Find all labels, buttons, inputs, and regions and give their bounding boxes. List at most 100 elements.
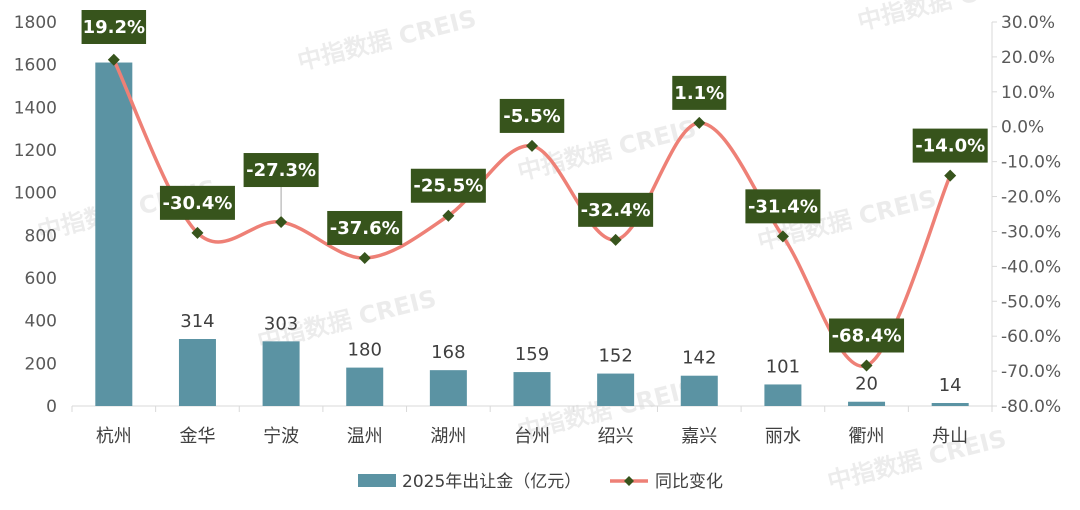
yoy-label: 19.2% xyxy=(81,10,147,44)
yoy-label-box xyxy=(829,318,905,353)
yoy-label-box xyxy=(410,168,486,203)
y-right-tick-label: -70.0% xyxy=(1001,362,1061,382)
y-right-tick-label: -50.0% xyxy=(1001,292,1061,312)
yoy-marker xyxy=(191,226,204,239)
yoy-marker xyxy=(107,53,120,66)
yoy-label-box xyxy=(499,98,565,133)
yoy-line xyxy=(112,58,952,368)
yoy-label-box xyxy=(578,192,654,227)
yoy-label-box xyxy=(672,75,727,110)
yoy-label-text: -25.5% xyxy=(413,176,483,197)
bar-value-label: 152 xyxy=(598,346,632,367)
bar xyxy=(429,370,467,406)
yoy-label: -27.3% xyxy=(243,153,319,188)
yoy-label: -25.5% xyxy=(410,168,486,203)
y-right-tick-label: -40.0% xyxy=(1001,257,1061,277)
legend-item-bar: 2025年出让金（亿元） xyxy=(358,472,581,492)
yoy-marker xyxy=(776,230,789,243)
y-right-tick-label: 30.0% xyxy=(1001,13,1055,33)
bar-value-label: 303 xyxy=(264,313,298,334)
bar-value-label: 168 xyxy=(431,342,465,363)
legend-item-line: 同比变化 xyxy=(610,472,723,492)
x-category-label: 丽水 xyxy=(765,426,801,447)
yoy-label: 1.1% xyxy=(672,75,727,110)
yoy-label: -37.6% xyxy=(327,210,403,245)
legend-swatch-marker xyxy=(624,476,634,486)
bar-value-label: 314 xyxy=(180,311,214,332)
x-category-label: 杭州 xyxy=(96,426,132,447)
yoy-marker xyxy=(860,359,873,372)
legend-label-line: 同比变化 xyxy=(655,472,723,492)
bar xyxy=(597,373,635,406)
yoy-labels: 19.2% -30.4% -27.3% -37.6% -25.5% -5.5% -32.4%… xyxy=(81,10,988,353)
y-left-tick-label: 1400 xyxy=(14,98,57,118)
y-right-tick-label: -30.0% xyxy=(1001,222,1061,242)
x-category-label: 台州 xyxy=(514,426,550,447)
yoy-marker xyxy=(693,116,706,129)
x-axis-categories: 杭州 金华 宁波 温州 湖州 台州 绍兴 嘉兴 丽水 衢州 舟山 xyxy=(96,426,968,447)
bar xyxy=(764,384,802,406)
yoy-label: -32.4% xyxy=(578,192,654,227)
x-category-label: 宁波 xyxy=(263,426,299,447)
yoy-label: -14.0% xyxy=(912,128,988,163)
y-left-tick-label: 800 xyxy=(25,226,57,246)
bar xyxy=(513,372,551,406)
y-left-tick-label: 600 xyxy=(25,269,57,289)
yoy-label-box xyxy=(159,185,235,220)
y-left-tick-label: 1600 xyxy=(14,56,57,76)
bars xyxy=(95,62,969,407)
yoy-label-text: -5.5% xyxy=(503,106,560,127)
y-right-tick-label: -20.0% xyxy=(1001,188,1061,208)
x-category-label: 温州 xyxy=(347,426,383,447)
yoy-label-text: -68.4% xyxy=(832,326,902,347)
yoy-label-text: -30.4% xyxy=(162,193,232,214)
bar-value-labels: 314 303 180 168 159 152 142 101 20 14 xyxy=(180,311,961,396)
yoy-label-text: -27.3% xyxy=(246,160,316,181)
yoy-marker xyxy=(526,139,538,152)
bar xyxy=(848,401,886,406)
bar xyxy=(95,62,133,407)
y-left-tick-label: 400 xyxy=(25,312,57,332)
yoy-label-text: 1.1% xyxy=(674,83,724,104)
y-left-tick-label: 200 xyxy=(25,354,57,374)
y-right-tick-label: 10.0% xyxy=(1001,83,1055,103)
y-right-tick-label: 20.0% xyxy=(1001,48,1055,68)
yoy-marker xyxy=(442,209,455,222)
bar-value-label: 159 xyxy=(515,344,549,365)
x-category-label: 湖州 xyxy=(430,426,466,447)
bar xyxy=(262,341,300,406)
bar xyxy=(346,367,384,406)
bar-value-label: 180 xyxy=(348,340,382,361)
watermark-text: 中指数据 CREIS xyxy=(295,4,479,75)
yoy-marker xyxy=(944,169,957,182)
x-category-label: 金华 xyxy=(179,426,215,447)
yoy-label: -5.5% xyxy=(499,98,565,133)
x-category-label: 衢州 xyxy=(849,426,885,447)
yoy-label-box xyxy=(327,210,403,245)
y-axis-right: -80.0% -70.0% -60.0% -50.0% -40.0% -30.0% -20.… xyxy=(992,13,1061,417)
legend-label-bar: 2025年出让金（亿元） xyxy=(402,472,581,492)
bar-value-label: 14 xyxy=(939,375,962,396)
y-axis-left: 0 200 400 600 800 1000 1200 1400 1600 1800 xyxy=(14,13,57,417)
y-right-tick-label: -60.0% xyxy=(1001,327,1061,347)
yoy-label-text: -37.6% xyxy=(330,218,400,239)
yoy-label-text: -32.4% xyxy=(581,200,651,221)
yoy-marker xyxy=(358,251,371,264)
yoy-label-box xyxy=(81,10,147,44)
y-right-tick-label: -10.0% xyxy=(1001,153,1061,173)
yoy-label-box xyxy=(745,189,821,224)
yoy-label: -31.4% xyxy=(745,189,821,224)
y-left-tick-label: 1000 xyxy=(14,184,57,204)
x-category-label: 嘉兴 xyxy=(681,426,717,447)
bar-value-label: 20 xyxy=(855,374,878,395)
bar xyxy=(931,403,969,406)
yoy-marker xyxy=(275,216,288,229)
yoy-label-box xyxy=(912,128,988,163)
y-left-tick-label: 1200 xyxy=(14,141,57,161)
yoy-label-text: -14.0% xyxy=(915,136,985,157)
bar xyxy=(178,339,216,406)
yoy-label-text: -31.4% xyxy=(748,196,818,217)
legend: 2025年出让金（亿元） 同比变化 xyxy=(358,472,723,492)
